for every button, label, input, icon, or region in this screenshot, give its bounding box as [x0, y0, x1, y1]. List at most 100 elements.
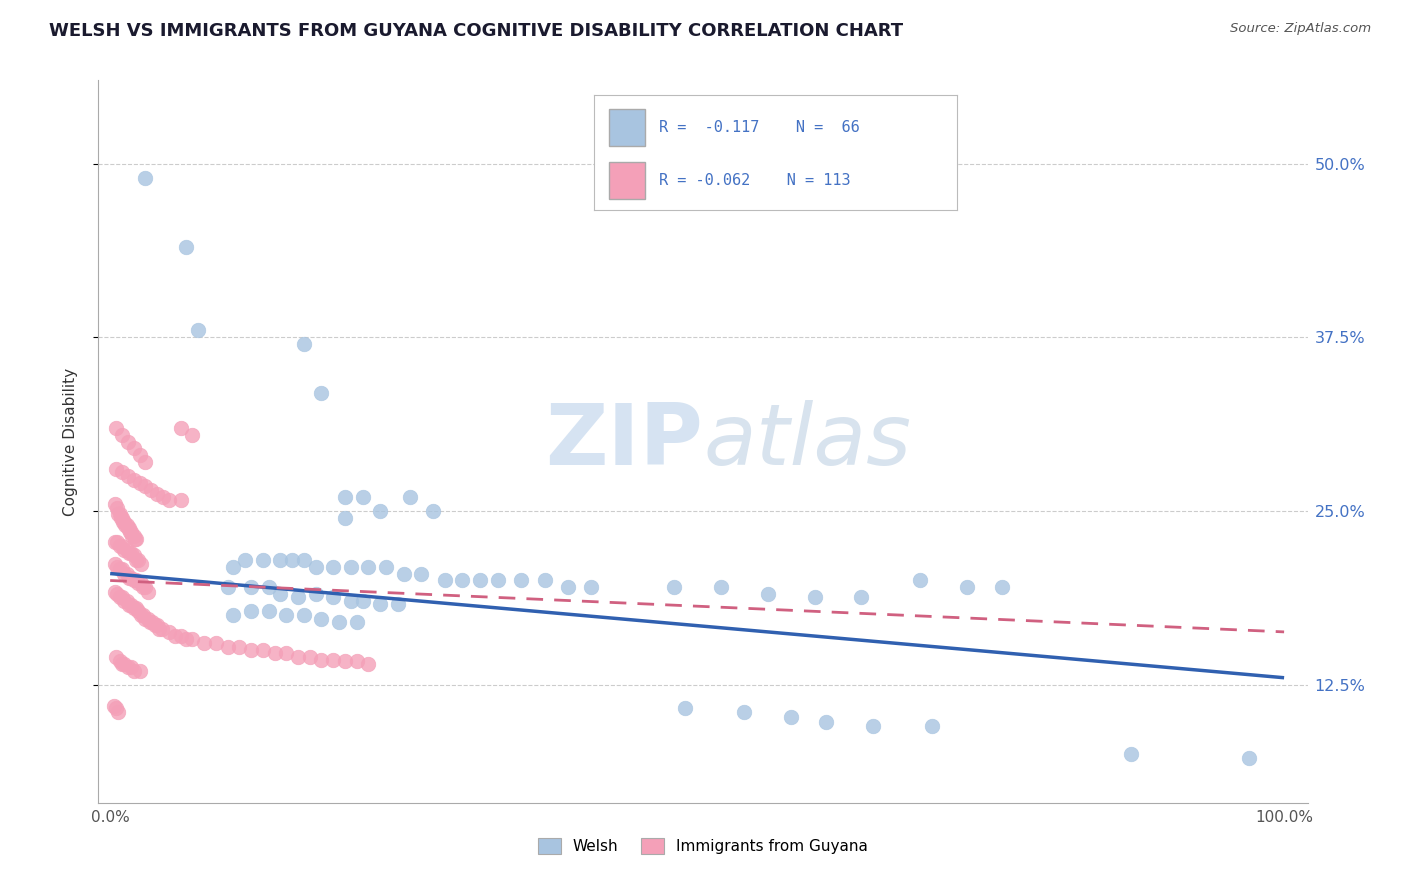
- Point: [122, 664, 145, 678]
- Point: [104, 534, 127, 549]
- Point: [111, 657, 134, 671]
- Point: [304, 559, 326, 574]
- Point: [292, 608, 315, 623]
- Point: [322, 653, 344, 667]
- Point: [108, 539, 131, 553]
- Point: [908, 574, 931, 588]
- Point: [122, 529, 145, 543]
- Point: [346, 654, 368, 668]
- Point: [311, 653, 333, 667]
- Point: [129, 576, 152, 591]
- Point: [451, 574, 474, 588]
- Point: [240, 604, 263, 618]
- Point: [733, 706, 755, 720]
- Point: [134, 581, 156, 595]
- Point: [121, 529, 143, 543]
- Point: [112, 542, 135, 557]
- Point: [257, 604, 280, 618]
- Point: [269, 587, 291, 601]
- Point: [222, 608, 245, 623]
- Point: [169, 629, 191, 643]
- Point: [120, 599, 142, 613]
- Point: [756, 587, 779, 601]
- Point: [240, 581, 263, 595]
- Point: [803, 590, 825, 604]
- Text: WELSH VS IMMIGRANTS FROM GUYANA COGNITIVE DISABILITY CORRELATION CHART: WELSH VS IMMIGRANTS FROM GUYANA COGNITIV…: [49, 22, 903, 40]
- Point: [851, 590, 873, 604]
- Point: [141, 483, 163, 498]
- Point: [181, 632, 204, 646]
- Point: [104, 497, 127, 511]
- Point: [193, 636, 215, 650]
- Point: [252, 552, 274, 566]
- Point: [392, 566, 415, 581]
- Point: [411, 566, 433, 581]
- Point: [128, 449, 150, 463]
- Point: [217, 640, 239, 655]
- Point: [152, 490, 174, 504]
- Point: [127, 604, 149, 618]
- Point: [176, 240, 198, 254]
- Point: [105, 462, 128, 476]
- Point: [222, 559, 245, 574]
- Point: [128, 476, 150, 491]
- Point: [228, 640, 250, 655]
- Point: [311, 385, 333, 400]
- Point: [107, 706, 129, 720]
- Point: [398, 490, 420, 504]
- Point: [111, 539, 134, 553]
- Point: [127, 576, 149, 591]
- Point: [146, 618, 169, 632]
- Point: [115, 594, 138, 608]
- Point: [108, 590, 131, 604]
- Point: [104, 584, 127, 599]
- Point: [120, 659, 142, 673]
- Point: [346, 615, 368, 630]
- Point: [281, 552, 304, 566]
- Point: [117, 434, 139, 449]
- Point: [105, 420, 128, 434]
- Point: [111, 511, 134, 525]
- Point: [169, 492, 191, 507]
- Point: [780, 709, 803, 723]
- Point: [134, 170, 156, 185]
- Point: [287, 590, 309, 604]
- Point: [118, 521, 141, 535]
- Point: [125, 532, 148, 546]
- Point: [276, 646, 298, 660]
- Point: [112, 515, 135, 529]
- Point: [304, 587, 326, 601]
- Point: [118, 571, 141, 585]
- Point: [105, 501, 128, 516]
- Point: [112, 594, 135, 608]
- Point: [105, 701, 128, 715]
- Point: [368, 597, 391, 611]
- Point: [108, 562, 131, 576]
- Point: [136, 612, 159, 626]
- Point: [263, 646, 285, 660]
- Point: [111, 590, 134, 604]
- Point: [815, 715, 838, 730]
- Point: [115, 566, 138, 581]
- Point: [991, 581, 1014, 595]
- Point: [111, 427, 134, 442]
- Point: [486, 574, 509, 588]
- Point: [125, 574, 148, 588]
- Point: [468, 574, 491, 588]
- Point: [292, 552, 315, 566]
- Point: [105, 587, 128, 601]
- Point: [125, 601, 148, 615]
- Point: [125, 552, 148, 566]
- Point: [217, 581, 239, 595]
- Point: [150, 622, 173, 636]
- Point: [276, 608, 298, 623]
- Point: [117, 469, 139, 483]
- Point: [1237, 751, 1260, 765]
- Point: [292, 337, 315, 351]
- Point: [105, 649, 128, 664]
- Point: [120, 546, 142, 560]
- Point: [357, 657, 380, 671]
- Point: [352, 594, 374, 608]
- Point: [115, 542, 138, 557]
- Point: [128, 664, 150, 678]
